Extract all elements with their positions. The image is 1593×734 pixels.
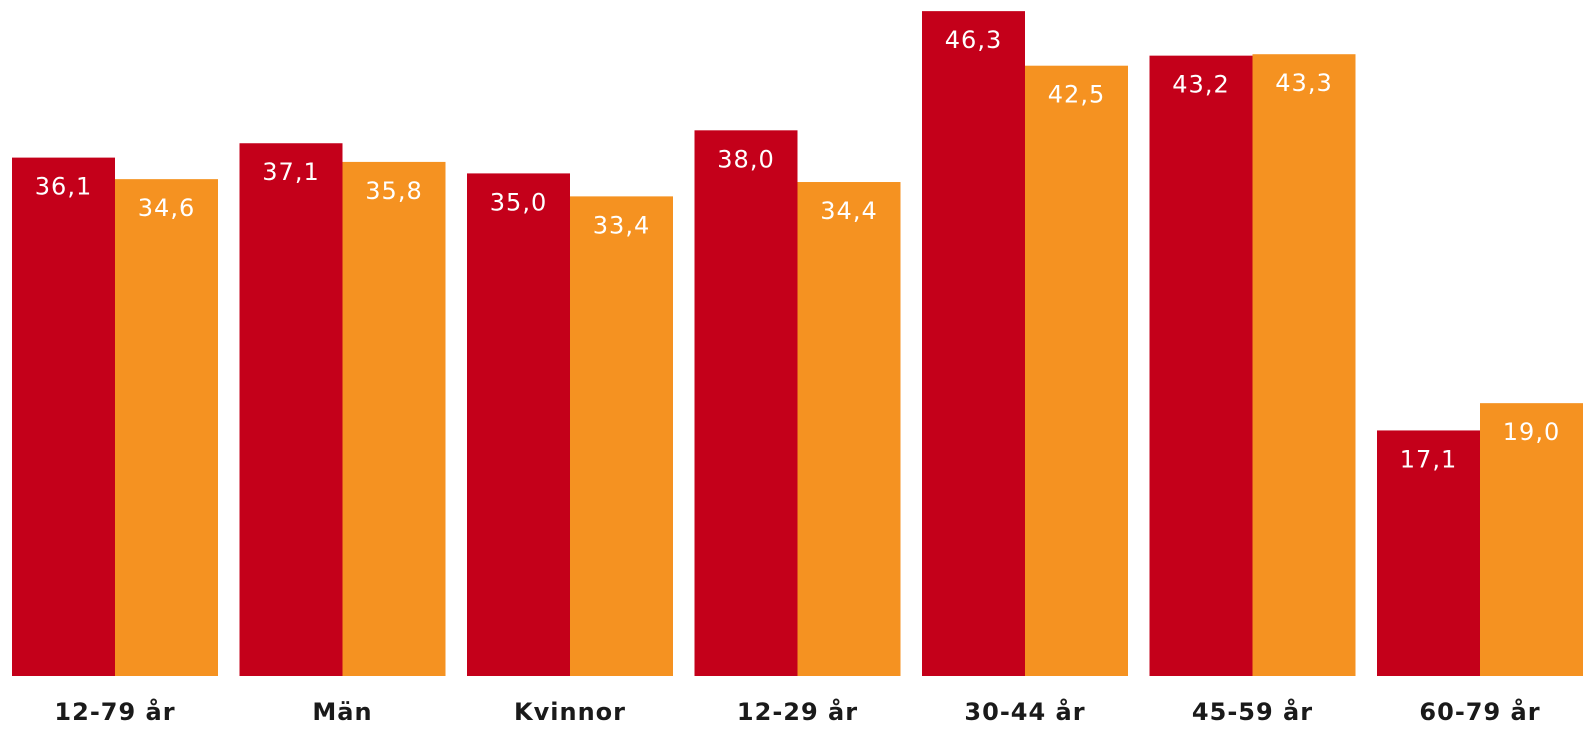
bar-series1-5 [922, 11, 1025, 676]
bar-series1-7 [1377, 430, 1480, 676]
category-label-4: 12-29 år [737, 697, 858, 726]
category-label-6: 45-59 år [1192, 697, 1313, 726]
data-label-series2-6: 43,3 [1275, 69, 1332, 97]
bar-series2-3 [570, 196, 673, 676]
bar-series2-5 [1025, 65, 1128, 676]
bar-series2-4 [797, 182, 901, 677]
bar-series2-6 [1252, 54, 1356, 677]
bar-series1-6 [1149, 55, 1253, 676]
data-label-series1-7: 17,1 [1400, 445, 1457, 473]
data-label-series1-1: 36,1 [35, 173, 92, 201]
data-label-series1-4: 38,0 [717, 145, 774, 173]
bar-series1-2 [239, 143, 343, 676]
data-label-series2-7: 19,0 [1503, 418, 1560, 446]
category-label-5: 30-44 år [964, 697, 1085, 726]
bar-series1-4 [694, 130, 798, 676]
category-label-7: 60-79 år [1419, 697, 1540, 726]
bar-series2-7 [1480, 403, 1583, 676]
category-label-2: Män [312, 698, 372, 726]
data-label-series2-4: 34,4 [820, 197, 877, 225]
category-label-3: Kvinnor [514, 698, 626, 726]
data-label-series2-1: 34,6 [138, 194, 195, 222]
category-label-1: 12-79 år [54, 697, 175, 726]
bar-series1-1 [12, 157, 115, 676]
data-label-series2-3: 33,4 [593, 211, 650, 239]
data-label-series1-2: 37,1 [262, 158, 319, 186]
data-label-series2-5: 42,5 [1048, 81, 1105, 109]
bar-series2-1 [115, 179, 218, 677]
data-label-series1-5: 46,3 [945, 26, 1002, 54]
data-label-series1-3: 35,0 [490, 188, 547, 216]
data-label-series1-6: 43,2 [1172, 71, 1229, 99]
data-label-series2-2: 35,8 [365, 177, 422, 205]
bar-series1-3 [467, 173, 570, 676]
bar-series2-2 [342, 161, 446, 677]
